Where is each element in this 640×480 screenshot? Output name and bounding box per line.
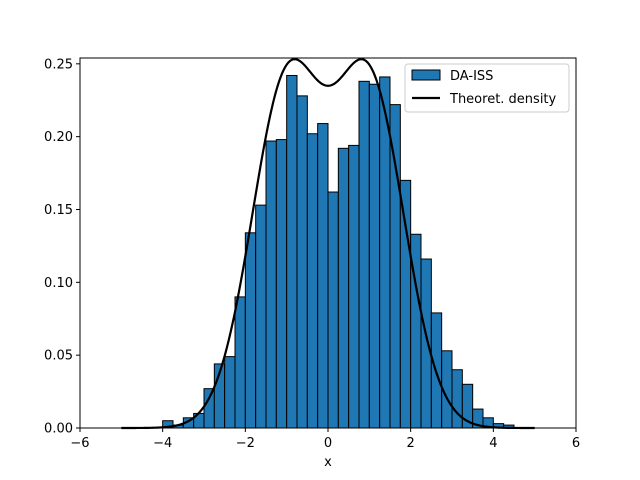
histogram-bar [255,204,267,429]
y-tick-label: 0.20 [44,130,73,145]
histogram-bar [224,356,236,429]
histogram-bar [234,296,246,429]
histogram-bar [306,133,319,429]
histogram-bar [399,179,412,429]
x-tick-label: 0 [324,436,332,451]
histogram-bars [162,74,515,429]
y-tick-label: 0.05 [44,349,73,364]
histogram-bar [327,191,339,429]
legend: DA-ISS Theoret. density [404,63,570,113]
legend-swatch-histogram [411,69,441,81]
histogram-bar [368,83,381,429]
x-tick-label: −2 [236,436,255,451]
histogram-bar [317,123,329,429]
x-tick-label: 4 [489,436,497,451]
y-tick-label: 0.00 [44,422,73,437]
legend-label-histogram: DA-ISS [450,69,493,84]
y-tick-label: 0.10 [44,276,73,291]
histogram-bar [203,388,215,429]
histogram-bar [244,232,257,429]
x-tick-label: 2 [407,436,415,451]
histogram-bar [348,144,360,429]
x-axis-label: x [324,455,332,470]
legend-label-density: Theoret. density [449,92,557,107]
y-axis-ticks: 0.00 0.05 0.10 0.15 0.20 0.25 [44,57,80,437]
histogram-bar [337,147,350,429]
x-tick-label: −4 [153,436,172,451]
x-tick-label: −6 [70,436,89,451]
y-tick-label: 0.15 [44,203,73,218]
legend-box [404,63,570,113]
density-line [121,58,535,430]
histogram-bar [358,80,370,429]
histogram-bar [389,104,401,429]
histogram-bar [296,95,308,429]
histogram-bar [420,258,432,429]
histogram-bar [265,140,277,429]
histogram-bar [451,369,463,429]
x-axis-ticks: −6 −4 −2 0 2 4 6 [70,428,580,451]
histogram-bar [275,139,288,429]
x-tick-label: 6 [572,436,580,451]
histogram-bar [286,74,298,429]
y-tick-label: 0.25 [44,57,73,72]
